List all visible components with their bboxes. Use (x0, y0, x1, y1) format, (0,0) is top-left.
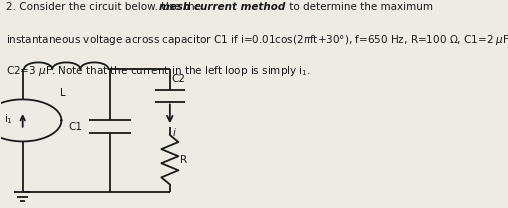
Text: C2: C2 (172, 74, 186, 84)
Text: to determine the maximum: to determine the maximum (286, 2, 433, 12)
Text: 2. Consider the circuit below. Use the: 2. Consider the circuit below. Use the (6, 2, 204, 12)
Text: C1: C1 (69, 121, 83, 132)
Text: i: i (173, 128, 176, 138)
Text: i$_1$: i$_1$ (4, 113, 13, 126)
Text: C2=3 $\mu$F. Note that the current in the left loop is simply i$_1$.: C2=3 $\mu$F. Note that the current in th… (6, 64, 311, 78)
Text: R: R (179, 155, 186, 165)
Text: mesh current method: mesh current method (160, 2, 285, 12)
Text: L: L (59, 88, 65, 98)
Text: instantaneous voltage across capacitor C1 if i=0.01cos(2$\pi$ft+30°), f=650 Hz, : instantaneous voltage across capacitor C… (6, 33, 508, 47)
